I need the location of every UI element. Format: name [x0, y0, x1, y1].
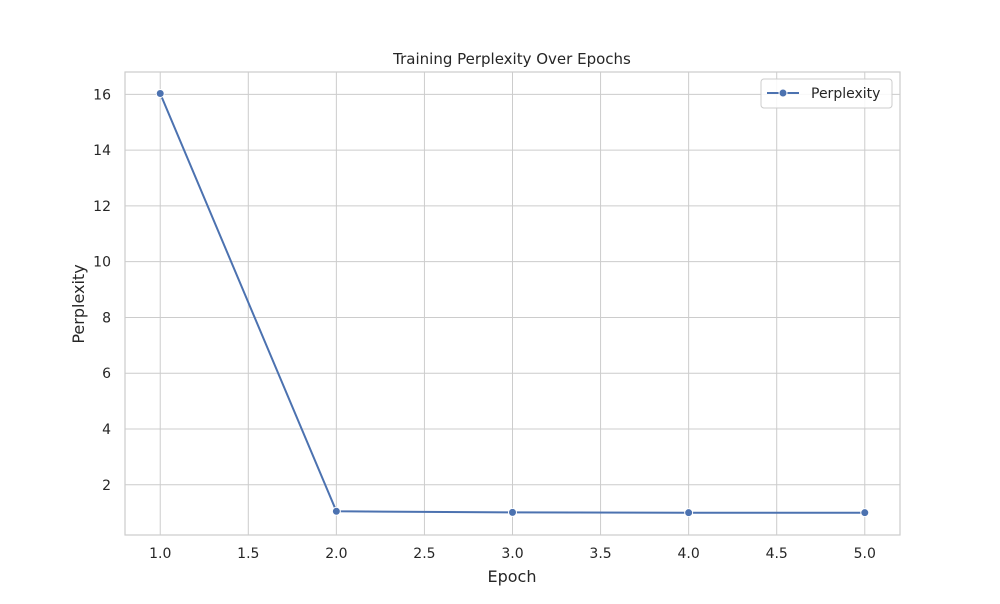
y-tick-label: 2 [102, 478, 111, 494]
data-point-marker [860, 508, 870, 518]
legend: Perplexity [760, 78, 893, 109]
x-tick-label: 3.5 [589, 546, 611, 562]
x-axis-label: Epoch [488, 567, 537, 586]
data-point-marker [155, 88, 165, 98]
x-tick-label: 4.5 [766, 546, 788, 562]
x-tick-label: 3.0 [501, 546, 523, 562]
grid-lines [125, 72, 900, 535]
x-tick-label: 2.5 [413, 546, 435, 562]
x-tick-label: 5.0 [854, 546, 876, 562]
y-tick-label: 8 [102, 310, 111, 326]
y-axis-ticks: 2 4 6 8 10 12 14 16 [93, 87, 111, 493]
data-point-marker [331, 506, 341, 516]
y-axis-label: Perplexity [69, 264, 88, 343]
x-tick-label: 1.5 [237, 546, 259, 562]
y-tick-label: 4 [102, 422, 111, 438]
legend-marker-sample [778, 88, 788, 98]
y-tick-label: 6 [102, 366, 111, 382]
plot-area-frame [124, 71, 901, 536]
y-tick-label: 16 [93, 87, 111, 103]
x-tick-label: 2.0 [325, 546, 347, 562]
x-tick-label: 4.0 [678, 546, 700, 562]
data-point-marker [684, 508, 694, 518]
chart-title: Training Perplexity Over Epochs [392, 50, 631, 68]
data-point-marker [508, 507, 517, 517]
x-axis-ticks: 1.0 1.5 2.0 2.5 3.0 3.5 4.0 4.5 5.0 [149, 546, 876, 562]
y-tick-label: 14 [93, 143, 111, 159]
legend-box [760, 78, 893, 109]
legend-label: Perplexity [811, 86, 880, 102]
y-tick-label: 12 [93, 199, 111, 215]
x-tick-label: 1.0 [149, 546, 171, 562]
series-layer [155, 88, 870, 518]
y-tick-label: 10 [93, 255, 111, 271]
